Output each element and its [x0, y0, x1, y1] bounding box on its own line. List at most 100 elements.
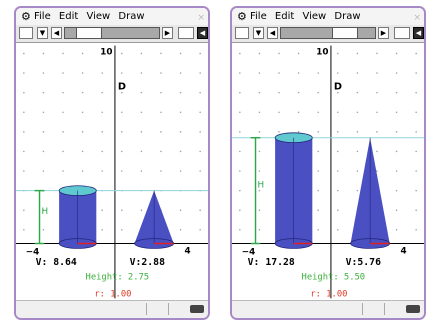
- triangle-left-icon[interactable]: ◀: [51, 27, 62, 39]
- grid-dot: [101, 131, 103, 133]
- grid-dot: [62, 52, 64, 55]
- grid-dot: [42, 111, 45, 114]
- gear-icon[interactable]: ⚙: [21, 10, 31, 23]
- close-icon[interactable]: ×: [413, 13, 421, 23]
- grid-dot: [121, 131, 123, 133]
- grid-dot: [317, 72, 319, 74]
- grid-dot: [278, 91, 280, 94]
- grid-dot: [317, 150, 319, 153]
- grid-dot: [199, 131, 201, 133]
- radius-readout: r: 1.00: [94, 289, 131, 299]
- grid-dot: [199, 52, 201, 55]
- grid-dot: [415, 52, 417, 55]
- cylinder: [58, 185, 97, 249]
- grid-dot: [395, 150, 398, 153]
- height-readout: Height: 2.75: [86, 273, 150, 283]
- grid-dot: [140, 91, 143, 94]
- close-icon[interactable]: ×: [197, 13, 205, 23]
- grid-dot: [23, 91, 25, 94]
- grid-dot: [81, 72, 84, 74]
- grid-dot: [297, 72, 300, 74]
- grid-dot: [199, 170, 201, 172]
- triangle-down-icon[interactable]: ▼: [253, 27, 264, 39]
- view-window-icon[interactable]: [19, 27, 33, 39]
- grid-dot: [258, 91, 261, 94]
- grid-dot: [23, 52, 25, 55]
- grid-dot: [415, 209, 417, 211]
- grid-dot: [356, 91, 359, 94]
- menu-view[interactable]: View: [86, 11, 111, 22]
- zoom-icon[interactable]: [178, 27, 194, 39]
- y-axis-max-label: 10: [100, 47, 112, 57]
- grid-dot: [199, 209, 201, 211]
- grid-dot: [415, 229, 417, 231]
- grid-dot: [317, 189, 319, 192]
- grid-dot: [179, 150, 182, 153]
- slider-track[interactable]: [280, 27, 376, 39]
- calculator-screen-right: ⚙ File Edit View Draw × ▼ ◀ ▶ ◀ 10 D −4 …: [230, 6, 426, 320]
- menu-file[interactable]: File: [34, 11, 51, 22]
- menu-draw[interactable]: Draw: [334, 11, 361, 22]
- grid-dot: [395, 111, 398, 114]
- geometry-plot: 10 D −4 4 H V: 17.28 V:5.76 Height: 5.50…: [232, 45, 424, 299]
- menu-draw[interactable]: Draw: [118, 11, 145, 22]
- grid-dot: [317, 209, 319, 211]
- triangle-right-icon[interactable]: ▶: [162, 27, 173, 39]
- grid-dot: [337, 150, 339, 153]
- grid-dot: [395, 131, 398, 133]
- grid-dot: [179, 111, 182, 114]
- grid-dot: [199, 111, 201, 114]
- menu-items: File Edit View Draw: [250, 8, 366, 25]
- toolbar: ▼ ◀ ▶ ◀: [16, 25, 208, 43]
- menu-bar: ⚙ File Edit View Draw ×: [232, 8, 424, 25]
- triangle-left-icon[interactable]: ◀: [267, 27, 278, 39]
- grid-dot: [42, 170, 45, 172]
- grid-dot: [376, 72, 378, 74]
- grid-dot: [199, 91, 201, 94]
- menu-view[interactable]: View: [302, 11, 327, 22]
- grid-dot: [81, 91, 84, 94]
- grid-dot: [121, 72, 123, 74]
- grid-dot: [42, 91, 45, 94]
- grid-dot: [356, 72, 359, 74]
- slider-thumb[interactable]: [76, 27, 102, 39]
- grid-dot: [415, 111, 417, 114]
- triangle-left-icon[interactable]: ◀: [197, 27, 208, 39]
- height-marker-label: H: [41, 207, 48, 217]
- grid-dot: [337, 209, 339, 211]
- gear-icon[interactable]: ⚙: [237, 10, 247, 23]
- menu-edit[interactable]: Edit: [274, 11, 295, 22]
- view-window-icon[interactable]: [235, 27, 249, 39]
- triangle-down-icon[interactable]: ▼: [37, 27, 48, 39]
- grid-dot: [317, 170, 319, 172]
- grid-dot: [23, 229, 25, 231]
- cone-volume: V:5.76: [346, 257, 381, 268]
- grid-dot: [140, 209, 143, 211]
- zoom-icon[interactable]: [394, 27, 410, 39]
- grid-dot: [42, 52, 45, 55]
- grid-dot: [121, 150, 123, 153]
- slider-thumb[interactable]: [332, 27, 358, 39]
- grid-dot: [297, 52, 300, 55]
- grid-dot: [297, 131, 300, 133]
- grid-dot: [239, 170, 241, 172]
- grid-dot: [160, 72, 162, 74]
- grid-dot: [278, 111, 280, 114]
- triangle-left-icon[interactable]: ◀: [413, 27, 424, 39]
- triangle-right-icon[interactable]: ▶: [378, 27, 389, 39]
- toolbar: ▼ ◀ ▶ ◀: [232, 25, 424, 43]
- geometry-plot: 10 D −4 4 H V: 8.64 V:2.88 Height: 2.75 …: [16, 45, 208, 299]
- grid-dot: [81, 150, 84, 153]
- height-marker-label: H: [257, 181, 264, 191]
- menu-file[interactable]: File: [250, 11, 267, 22]
- menu-edit[interactable]: Edit: [58, 11, 79, 22]
- grid-dot: [415, 189, 417, 192]
- grid-dot: [337, 170, 339, 172]
- point-d-label: D: [334, 82, 342, 93]
- status-bar: [232, 300, 424, 318]
- x-axis-min-label: −4: [242, 247, 256, 257]
- grid-dot: [42, 209, 45, 211]
- grid-dots: [239, 52, 417, 231]
- grid-dot: [101, 170, 103, 172]
- grid-dot: [258, 150, 261, 153]
